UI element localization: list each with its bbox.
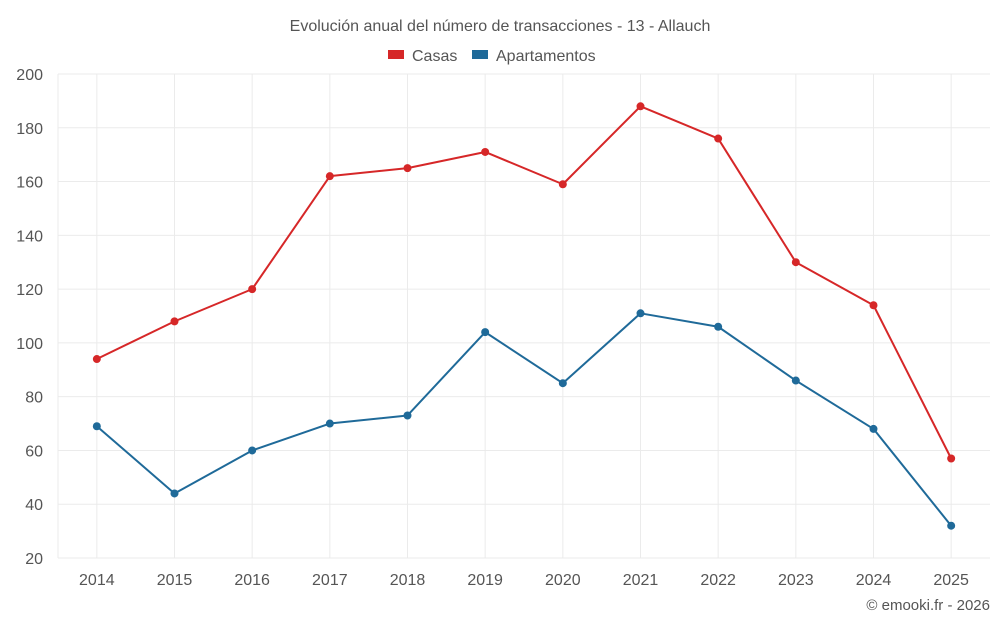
data-point-casas[interactable]	[558, 180, 567, 189]
y-tick-label: 120	[16, 282, 43, 299]
x-tick-label: 2016	[234, 572, 270, 589]
x-tick-label: 2024	[856, 572, 892, 589]
data-point-casas[interactable]	[791, 258, 800, 267]
y-tick-label: 200	[16, 67, 43, 84]
credit-text: © emooki.fr - 2026	[866, 597, 990, 614]
data-point-casas[interactable]	[325, 172, 334, 181]
data-point-casas[interactable]	[947, 454, 956, 463]
data-point-casas[interactable]	[92, 355, 101, 364]
legend-item-apartamentos[interactable]: Apartamentos	[472, 48, 596, 65]
x-tick-label: 2019	[467, 572, 503, 589]
series-line-apartamentos[interactable]	[96, 312, 952, 527]
data-point-casas[interactable]	[636, 102, 645, 111]
data-point-apartamentos[interactable]	[325, 419, 334, 428]
series-line-casas[interactable]	[96, 105, 953, 459]
legend-swatch-casas	[388, 50, 404, 59]
y-tick-label: 80	[25, 390, 43, 407]
data-point-apartamentos[interactable]	[403, 411, 412, 420]
x-axis: 2014 2015 2016 2017 2018 2019 2020 2021 2022 2023…	[79, 572, 969, 589]
data-point-casas[interactable]	[869, 301, 878, 310]
y-tick-label: 40	[25, 497, 43, 514]
legend-label-apartamentos: Apartamentos	[496, 48, 596, 65]
y-tick-label: 100	[16, 336, 43, 353]
y-tick-label: 20	[25, 551, 43, 568]
x-tick-label: 2014	[79, 572, 115, 589]
x-tick-label: 2017	[312, 572, 348, 589]
x-tick-label: 2018	[390, 572, 426, 589]
chart-title: Evolución anual del número de transaccio…	[290, 18, 711, 35]
legend-label-casas: Casas	[412, 48, 457, 65]
series-layer	[92, 102, 956, 530]
y-axis: 20 40 60 80 100 120 140 160 180 200	[16, 67, 43, 568]
x-tick-label: 2023	[778, 572, 814, 589]
data-point-apartamentos[interactable]	[481, 328, 490, 337]
legend-item-casas[interactable]: Casas	[388, 48, 457, 65]
y-tick-label: 140	[16, 228, 43, 245]
x-tick-label: 2021	[623, 572, 659, 589]
y-tick-label: 60	[25, 443, 43, 460]
legend-swatch-apartamentos	[472, 50, 488, 59]
x-tick-label: 2025	[933, 572, 969, 589]
data-point-apartamentos[interactable]	[92, 422, 101, 431]
data-point-apartamentos[interactable]	[947, 521, 956, 530]
x-tick-label: 2020	[545, 572, 581, 589]
data-point-casas[interactable]	[403, 164, 412, 173]
data-point-casas[interactable]	[714, 134, 723, 143]
data-point-casas[interactable]	[170, 317, 179, 326]
data-point-apartamentos[interactable]	[170, 489, 179, 498]
x-tick-label: 2022	[700, 572, 736, 589]
legend[interactable]: Casas Apartamentos	[388, 48, 596, 65]
y-tick-label: 160	[16, 175, 43, 192]
data-point-apartamentos[interactable]	[714, 322, 723, 331]
data-point-apartamentos[interactable]	[869, 424, 878, 433]
x-tick-label: 2015	[157, 572, 193, 589]
data-point-apartamentos[interactable]	[248, 446, 257, 455]
data-point-apartamentos[interactable]	[791, 376, 800, 385]
data-point-apartamentos[interactable]	[558, 379, 567, 388]
y-tick-label: 180	[16, 121, 43, 138]
grid	[57, 73, 990, 559]
data-point-casas[interactable]	[481, 147, 490, 156]
data-point-apartamentos[interactable]	[636, 309, 645, 318]
data-point-casas[interactable]	[248, 285, 257, 294]
